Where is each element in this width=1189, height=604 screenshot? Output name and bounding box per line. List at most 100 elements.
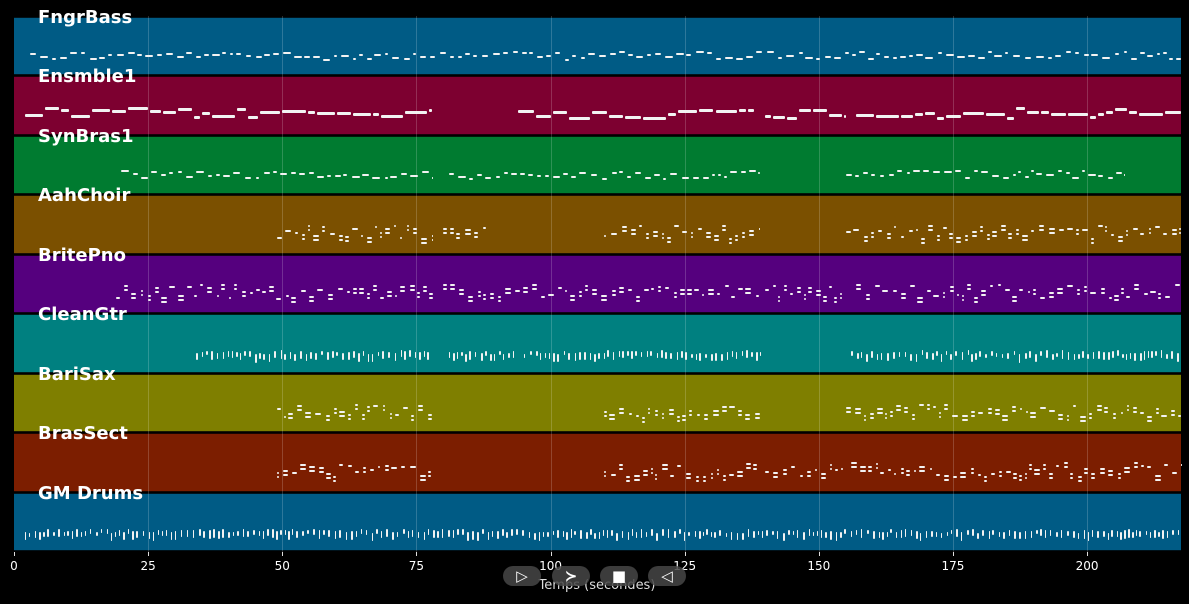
midi-note bbox=[222, 174, 231, 177]
track-background bbox=[14, 314, 1181, 373]
midi-note bbox=[925, 57, 934, 60]
track-aahchoir[interactable]: AahChoir bbox=[14, 186, 1181, 254]
midi-note bbox=[867, 465, 872, 468]
midi-note bbox=[53, 531, 55, 537]
track-name: BritePno bbox=[38, 244, 126, 266]
midi-note bbox=[651, 529, 653, 537]
midi-note bbox=[710, 476, 714, 479]
midi-note bbox=[449, 284, 456, 287]
track-cleangtr[interactable]: CleanGtr bbox=[14, 305, 1181, 373]
midi-note bbox=[347, 464, 352, 467]
midi-note bbox=[448, 173, 454, 176]
track-gm-drums[interactable]: GM Drums bbox=[14, 483, 1181, 551]
track-ensmble1[interactable]: Ensmble1 bbox=[14, 67, 1181, 135]
midi-note bbox=[753, 463, 757, 466]
midi-note bbox=[642, 469, 649, 472]
midi-note bbox=[904, 529, 907, 538]
midi-note bbox=[423, 350, 426, 358]
stop-button[interactable]: ■ bbox=[600, 566, 638, 586]
midi-note bbox=[1128, 528, 1130, 538]
midi-note bbox=[980, 294, 986, 297]
midi-note bbox=[758, 228, 760, 231]
midi-note bbox=[220, 283, 226, 286]
midi-note bbox=[911, 417, 916, 420]
midi-note bbox=[269, 285, 274, 288]
midi-note bbox=[1134, 284, 1139, 286]
midi-note bbox=[661, 237, 664, 240]
midi-note bbox=[116, 54, 125, 57]
midi-note bbox=[730, 170, 738, 173]
midi-note bbox=[234, 284, 237, 287]
rewind-button[interactable]: ◁ bbox=[648, 566, 686, 586]
midi-note bbox=[1029, 468, 1033, 471]
midi-note bbox=[970, 467, 975, 470]
midi-note bbox=[267, 529, 269, 537]
midi-note bbox=[279, 172, 288, 175]
midi-note bbox=[1024, 476, 1028, 479]
midi-note bbox=[127, 529, 130, 535]
midi-note bbox=[678, 110, 698, 114]
midi-note bbox=[383, 408, 386, 411]
midi-note bbox=[631, 229, 636, 232]
midi-note bbox=[911, 413, 916, 416]
track-synbras1[interactable]: SynBras1 bbox=[14, 126, 1181, 194]
midi-note bbox=[477, 532, 479, 541]
midi-note bbox=[669, 173, 677, 176]
midi-note bbox=[734, 239, 739, 242]
midi-note bbox=[628, 412, 632, 415]
midi-note bbox=[1172, 472, 1177, 475]
midi-note bbox=[39, 532, 41, 541]
midi-note bbox=[282, 470, 289, 473]
midi-note bbox=[1012, 174, 1016, 177]
midi-note bbox=[681, 230, 688, 233]
midi-note bbox=[994, 409, 1001, 411]
midi-note bbox=[564, 289, 568, 292]
midi-note bbox=[1104, 229, 1108, 232]
midi-note bbox=[946, 531, 949, 537]
midi-note bbox=[710, 531, 713, 537]
midi-note bbox=[427, 475, 431, 478]
midi-note bbox=[362, 173, 369, 176]
midi-note bbox=[1148, 227, 1152, 230]
midi-note bbox=[1090, 115, 1097, 119]
midi-note bbox=[1018, 353, 1021, 363]
midi-note bbox=[688, 531, 690, 537]
midi-note bbox=[420, 478, 426, 481]
play-button[interactable]: ▷ bbox=[503, 566, 541, 586]
midi-note bbox=[63, 532, 66, 537]
midi-note bbox=[609, 413, 615, 416]
midi-note bbox=[985, 113, 1006, 117]
track-britepno[interactable]: BritePno bbox=[14, 245, 1181, 313]
midi-note bbox=[622, 350, 624, 358]
midi-note bbox=[876, 412, 883, 415]
track-brassect[interactable]: BrasSect bbox=[14, 424, 1182, 492]
midi-note bbox=[604, 234, 607, 237]
forward-button[interactable]: ≻ bbox=[552, 566, 590, 586]
midi-note bbox=[859, 51, 865, 54]
midi-note bbox=[590, 174, 598, 177]
midi-note bbox=[414, 352, 417, 359]
midi-note bbox=[362, 467, 367, 470]
midi-note bbox=[477, 294, 482, 297]
midi-note bbox=[552, 111, 568, 115]
midi-note bbox=[1072, 177, 1080, 180]
midi-note bbox=[798, 51, 803, 54]
midi-note bbox=[882, 531, 884, 540]
midi-note bbox=[1146, 420, 1153, 423]
midi-note bbox=[1117, 350, 1119, 357]
midi-note bbox=[839, 293, 843, 296]
midi-note bbox=[1179, 231, 1181, 234]
midi-note bbox=[1013, 351, 1016, 356]
midi-note bbox=[676, 352, 679, 361]
track-barisax[interactable]: BariSax bbox=[14, 364, 1181, 432]
midi-note bbox=[738, 108, 746, 112]
midi-note bbox=[342, 352, 344, 361]
midi-note bbox=[879, 472, 885, 475]
midi-note bbox=[646, 350, 649, 358]
midi-note bbox=[1008, 233, 1012, 236]
midi-note bbox=[845, 407, 851, 410]
midi-note bbox=[282, 474, 289, 477]
midi-note bbox=[1154, 225, 1160, 228]
track-fngrbass[interactable]: FngrBass bbox=[14, 7, 1181, 75]
midi-note bbox=[960, 472, 967, 475]
